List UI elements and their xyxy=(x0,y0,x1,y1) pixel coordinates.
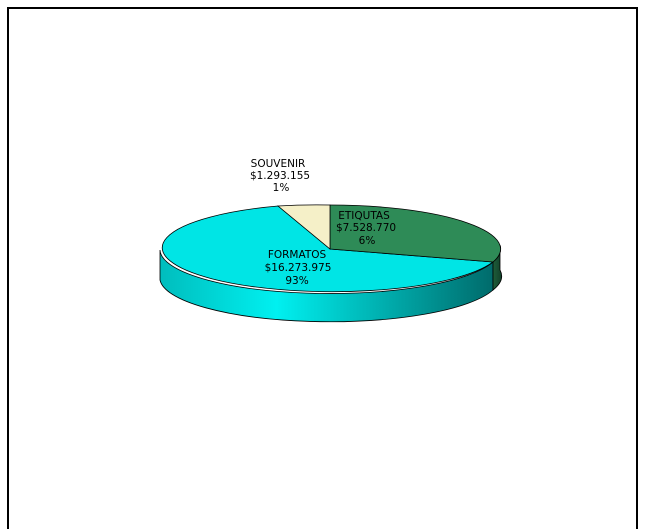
label-etiqutas-amount: $7.528.770 xyxy=(336,222,396,234)
label-formatos-name: FORMATOS xyxy=(268,249,327,261)
label-etiqutas-name: ETIQUTAS xyxy=(338,210,390,222)
pie-slice-souvenir xyxy=(276,204,331,250)
label-etiqutas-percent: 6% xyxy=(359,235,376,247)
label-formatos-amount: $16.273.975 xyxy=(265,262,332,274)
pie-slice-etiqutas xyxy=(329,204,501,263)
label-souvenir-percent: 1% xyxy=(273,182,290,194)
pie-slice-formatos xyxy=(161,205,495,293)
label-souvenir-amount: $1.293.155 xyxy=(250,170,310,182)
label-formatos-percent: 93% xyxy=(285,275,308,287)
label-souvenir-name: SOUVENIR xyxy=(251,158,306,170)
